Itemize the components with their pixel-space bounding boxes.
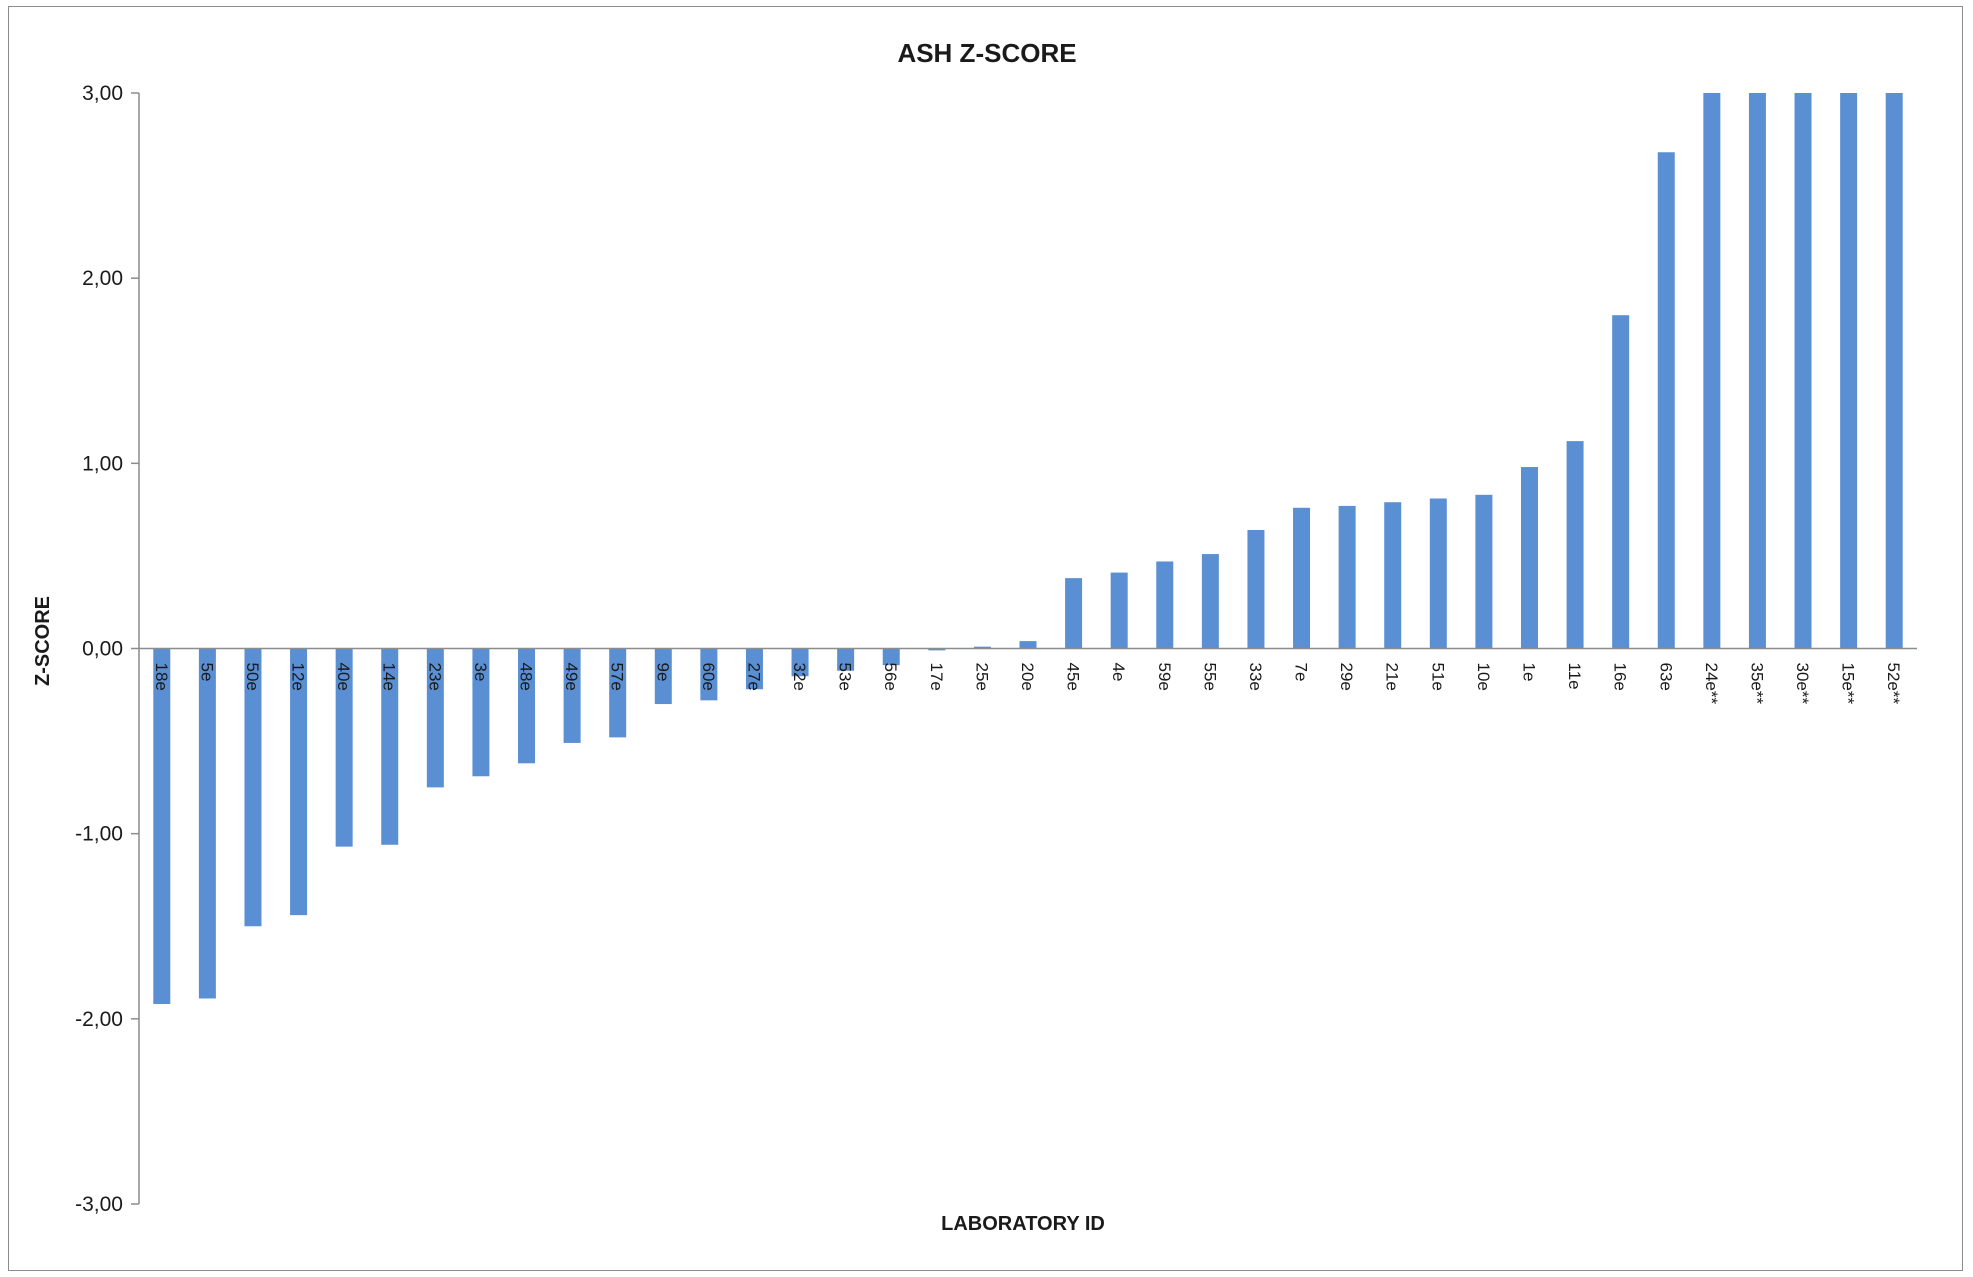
category-label: 5e: [197, 663, 216, 682]
category-label: 59e: [1155, 663, 1174, 691]
y-tick-label: 1,00: [82, 452, 123, 475]
bar: [1612, 315, 1630, 649]
bar: [426, 648, 444, 788]
y-tick-label: 0,00: [82, 638, 123, 661]
category-label: 53e: [836, 663, 855, 691]
category-label: 45e: [1064, 663, 1083, 691]
category-label: 10e: [1474, 663, 1493, 691]
category-label: 52e**: [1884, 663, 1903, 705]
bar: [1110, 572, 1128, 649]
bar: [1201, 554, 1219, 649]
category-label: 29e: [1337, 663, 1356, 691]
category-label: 51e: [1428, 663, 1447, 691]
category-label: 55e: [1200, 663, 1219, 691]
category-label: 11e: [1565, 663, 1584, 690]
bar: [198, 648, 216, 999]
bar: [791, 648, 809, 677]
category-label: 60e: [699, 663, 718, 691]
bar: [244, 648, 262, 927]
category-label: 15e**: [1839, 663, 1858, 705]
bar: [1794, 93, 1812, 649]
y-tick-label: -3,00: [75, 1193, 123, 1216]
y-axis-ticks: 3,00 2,00 1,00 0,00 -1,00 -2,00 -3,00: [75, 82, 139, 1216]
category-label: 49e: [562, 663, 581, 691]
category-label: 48e: [517, 663, 536, 691]
bar-chart: ASH Z-SCORE Z-SCORE LABORATORY ID 3,00 2,…: [32, 38, 1917, 1235]
y-axis-title: Z-SCORE: [32, 596, 54, 686]
bar: [1338, 505, 1356, 649]
category-label: 7e: [1292, 663, 1311, 682]
bar: [609, 648, 627, 738]
category-label: 20e: [1018, 663, 1037, 691]
y-tick-label: 2,00: [82, 267, 123, 290]
bar: [882, 648, 900, 666]
bar: [1065, 578, 1083, 649]
bar: [1019, 641, 1037, 649]
category-label: 18e: [152, 663, 171, 691]
bar: [153, 648, 171, 1005]
category-label: 14e: [380, 663, 399, 691]
y-tick-label: -1,00: [75, 823, 123, 846]
category-label: 63e: [1656, 663, 1675, 691]
bar: [1520, 467, 1538, 649]
x-axis-title: LABORATORY ID: [941, 1213, 1105, 1235]
bar: [1703, 93, 1721, 649]
bar: [745, 648, 763, 690]
category-label: 16e: [1611, 663, 1630, 691]
category-label: 21e: [1383, 663, 1402, 691]
bar: [381, 648, 399, 845]
bar: [1748, 93, 1766, 649]
bar: [1247, 529, 1265, 649]
bar: [1429, 498, 1447, 649]
category-label: 17e: [927, 663, 946, 691]
category-label: 32e: [790, 663, 809, 691]
bar: [1657, 152, 1675, 649]
category-label: 40e: [334, 663, 353, 691]
category-label: 50e: [243, 663, 262, 691]
category-label: 57e: [608, 663, 627, 691]
category-label: 24e**: [1702, 663, 1721, 705]
category-label: 35e**: [1747, 663, 1766, 705]
category-label: 1e: [1519, 663, 1538, 682]
bar: [837, 648, 855, 671]
chart-title: ASH Z-SCORE: [897, 38, 1076, 68]
bar: [563, 648, 581, 743]
bar: [973, 646, 991, 649]
y-tick-label: -2,00: [75, 1008, 123, 1031]
bar: [1566, 441, 1584, 649]
category-label: 56e: [881, 663, 900, 691]
category-label: 4e: [1109, 663, 1128, 682]
bar: [1293, 507, 1311, 649]
category-label: 33e: [1246, 663, 1265, 691]
y-tick-label: 3,00: [82, 82, 123, 105]
bar: [928, 648, 946, 651]
bar: [290, 648, 308, 916]
bar: [700, 648, 718, 701]
bars: [153, 93, 1903, 1005]
category-label: 12e: [289, 663, 308, 691]
bar: [1384, 502, 1402, 649]
bar: [335, 648, 353, 847]
category-label: 23e: [425, 663, 444, 691]
bar: [1885, 93, 1903, 649]
bar: [1475, 494, 1493, 649]
category-labels: 18e 5e 50e 12e 40e 14e 23e 3e 48e 49e 57e 9e 60e 27e 3…: [152, 663, 1903, 705]
category-label: 25e: [972, 663, 991, 691]
category-label: 9e: [653, 663, 672, 682]
bar: [472, 648, 490, 777]
bar: [654, 648, 672, 705]
bar: [1840, 93, 1858, 649]
category-label: 3e: [471, 663, 490, 682]
chart-frame: ASH Z-SCORE Z-SCORE LABORATORY ID 3,00 2,…: [8, 6, 1963, 1271]
bar: [1156, 561, 1174, 649]
bar: [518, 648, 536, 764]
category-label: 30e**: [1793, 663, 1812, 705]
category-label: 27e: [744, 663, 763, 691]
